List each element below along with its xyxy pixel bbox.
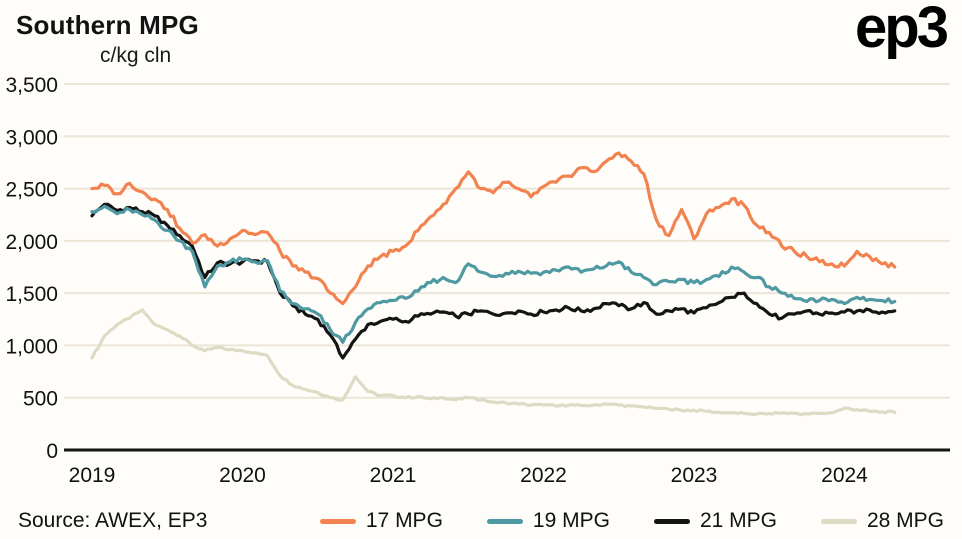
- legend-item-19-mpg: 19 MPG: [486, 509, 610, 533]
- legend-swatch: [486, 518, 523, 524]
- y-tick-label: 1,500: [5, 283, 58, 306]
- x-tick-label: 2019: [69, 464, 116, 487]
- y-tick-label: 1,000: [5, 335, 58, 358]
- legend-swatch: [319, 518, 356, 524]
- legend-label: 19 MPG: [532, 509, 610, 532]
- y-tick-label: 0: [46, 440, 58, 463]
- x-tick-label: 2023: [671, 464, 718, 487]
- series-line-17-mpg: [90, 151, 897, 306]
- x-tick-label: 2024: [821, 464, 868, 487]
- legend-swatch: [820, 518, 857, 524]
- ep3-logo: ep3: [855, 0, 949, 60]
- source-note: Source: AWEX, EP3: [18, 509, 208, 532]
- page-title: Southern MPG: [16, 10, 199, 40]
- y-tick-label: 3,000: [5, 126, 58, 149]
- legend-label: 21 MPG: [699, 509, 777, 532]
- y-axis-unit-label: c/kg cln: [100, 44, 172, 67]
- legend-item-17-mpg: 17 MPG: [319, 509, 443, 533]
- legend-swatch: [653, 518, 690, 524]
- legend: 17 MPG 19 MPG 21 MPG 28 MPG: [319, 509, 944, 533]
- x-tick-label: 2020: [219, 464, 266, 487]
- legend-label: 28 MPG: [866, 509, 944, 532]
- series-line-28-mpg: [90, 308, 897, 417]
- y-tick-label: 2,500: [5, 179, 58, 202]
- legend-label: 17 MPG: [365, 509, 443, 532]
- legend-item-28-mpg: 28 MPG: [820, 509, 944, 533]
- y-tick-label: 3,500: [5, 74, 58, 97]
- legend-item-21-mpg: 21 MPG: [653, 509, 777, 533]
- x-tick-label: 2021: [370, 464, 417, 487]
- y-tick-label: 500: [23, 388, 58, 411]
- series-line-19-mpg: [90, 204, 897, 344]
- x-tick-label: 2022: [520, 464, 567, 487]
- series-line-21-mpg: [90, 202, 897, 360]
- chart-footer: Source: AWEX, EP3 17 MPG 19 MPG 21 MPG 28 M…: [0, 509, 962, 533]
- y-tick-label: 2,000: [5, 231, 58, 254]
